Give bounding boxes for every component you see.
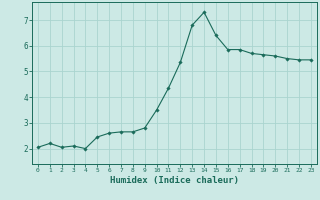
X-axis label: Humidex (Indice chaleur): Humidex (Indice chaleur) — [110, 176, 239, 185]
